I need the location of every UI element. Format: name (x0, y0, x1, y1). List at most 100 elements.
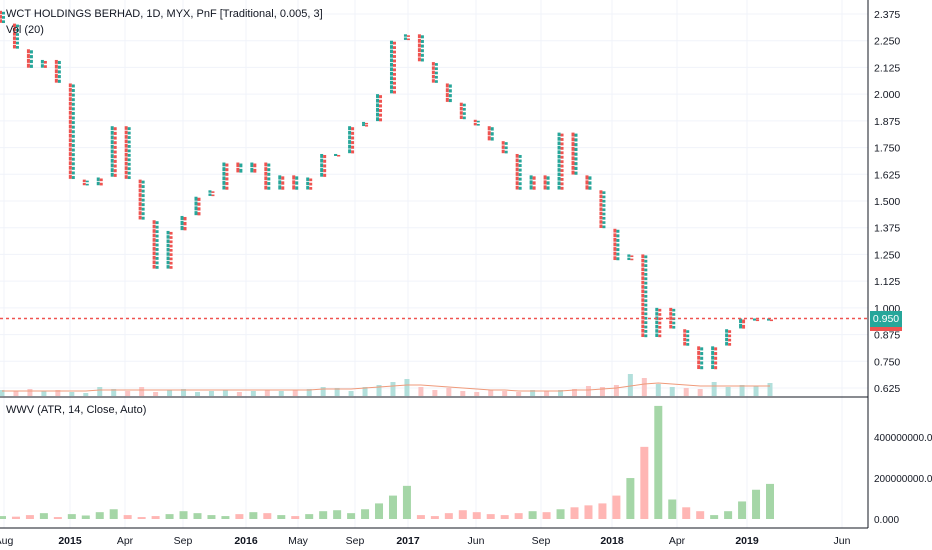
volume-bar (222, 390, 228, 396)
pnf-box (71, 162, 75, 166)
pnf-box (281, 186, 285, 190)
pnf-box (222, 181, 226, 185)
pnf-box (155, 265, 159, 269)
pnf-box (183, 226, 187, 231)
pnf-box (124, 148, 128, 153)
pnf-box (613, 233, 617, 238)
pnf-box (672, 325, 676, 329)
wwv-tick-label: 400000000.000 (874, 433, 932, 444)
volume-bar (753, 386, 759, 396)
pnf-box (197, 207, 201, 211)
volume-bar (488, 390, 494, 396)
pnf-box (138, 211, 142, 215)
pnf-box (127, 153, 131, 157)
wwv-bar (165, 514, 174, 519)
pnf-box (644, 330, 648, 333)
pnf-box (641, 293, 645, 298)
pnf-box (376, 117, 380, 122)
pnf-box (504, 142, 508, 145)
pnf-box (487, 126, 491, 131)
pnf-box (616, 234, 620, 238)
pnf-box (124, 126, 128, 130)
pnf-box (57, 70, 61, 74)
pnf-box (641, 324, 645, 329)
volume-bar (767, 383, 773, 396)
price-tick-label: 2.250 (874, 36, 900, 48)
pnf-box (557, 150, 561, 155)
pnf-box (641, 276, 645, 280)
pnf-box (585, 175, 589, 180)
pnf-box (602, 208, 606, 212)
pnf-box (71, 148, 75, 152)
pnf-box (127, 140, 131, 144)
pnf-box (96, 177, 100, 181)
pnf-box (644, 277, 648, 281)
pnf-box (110, 135, 114, 140)
pnf-box (644, 264, 648, 267)
pnf-box (320, 153, 324, 158)
pnf-box (68, 115, 72, 120)
pnf-box (264, 176, 268, 181)
wwv-bar (277, 515, 286, 519)
wwv-bar (263, 513, 272, 519)
pnf-box (152, 224, 156, 229)
pnf-box (389, 62, 393, 67)
pnf-box (68, 106, 72, 111)
pnf-box (392, 77, 396, 81)
time-axis[interactable]: Aug 2015 Apr Sep 2016 May Sep 2017 Jun Sep 2018 Apr… (0, 535, 851, 547)
wwv-bar (235, 514, 244, 519)
price-tick-label: 2.375 (874, 9, 900, 21)
pnf-box (295, 176, 299, 180)
volume-bar (446, 388, 452, 396)
wwv-bar (668, 499, 677, 519)
wwv-bar (556, 509, 565, 519)
pnf-box (141, 180, 145, 184)
pnf-box (124, 130, 128, 135)
pnf-box (767, 318, 770, 321)
price-tick-label: 2.000 (874, 89, 900, 101)
pnf-box (714, 361, 718, 365)
wwv-bar (682, 507, 691, 519)
pnf-box (362, 124, 366, 127)
pnf-box (141, 216, 145, 220)
pnf-box (686, 338, 690, 342)
pnf-box (602, 204, 606, 207)
wwv-bar (123, 515, 132, 519)
pnf-box (43, 65, 47, 68)
last-price-tag: 0.950 (870, 310, 902, 327)
pnf-box (306, 181, 310, 186)
pnf-box (515, 185, 519, 190)
wwv-bar (710, 515, 719, 519)
pnf-box (267, 182, 271, 186)
pnf-box (71, 121, 75, 125)
pnf-box (71, 139, 75, 143)
wwv-bar (528, 511, 537, 519)
pnf-box (15, 45, 19, 49)
pnf-box (403, 37, 407, 40)
price-axis[interactable]: 0.6250.7500.8751.0001.1251.2501.3751.500… (874, 9, 900, 395)
wwv-bar (81, 515, 90, 519)
pnf-box (641, 271, 645, 276)
wwv-bar (570, 507, 579, 519)
pnf-box (725, 329, 729, 333)
pnf-box (431, 79, 435, 83)
pnf-box (2, 20, 5, 24)
pnf-box (292, 175, 296, 180)
pnf-box (560, 173, 564, 177)
time-tick-label: 2016 (234, 535, 258, 547)
pnf-box (641, 280, 645, 285)
pnf-box (669, 307, 673, 312)
pnf-box (700, 361, 704, 365)
pnf-box (127, 145, 131, 148)
pnf-box (113, 145, 117, 149)
pnf-box (683, 333, 687, 337)
volume-bar (376, 385, 382, 396)
pnf-box (742, 324, 746, 329)
pnf-box (166, 256, 170, 261)
pnf-box (40, 64, 44, 68)
pnf-box (546, 181, 550, 185)
volume-bar (27, 389, 33, 396)
pnf-box (68, 88, 72, 92)
wwv-axis[interactable]: 0.000 200000000.000 400000000.000 (874, 433, 932, 526)
